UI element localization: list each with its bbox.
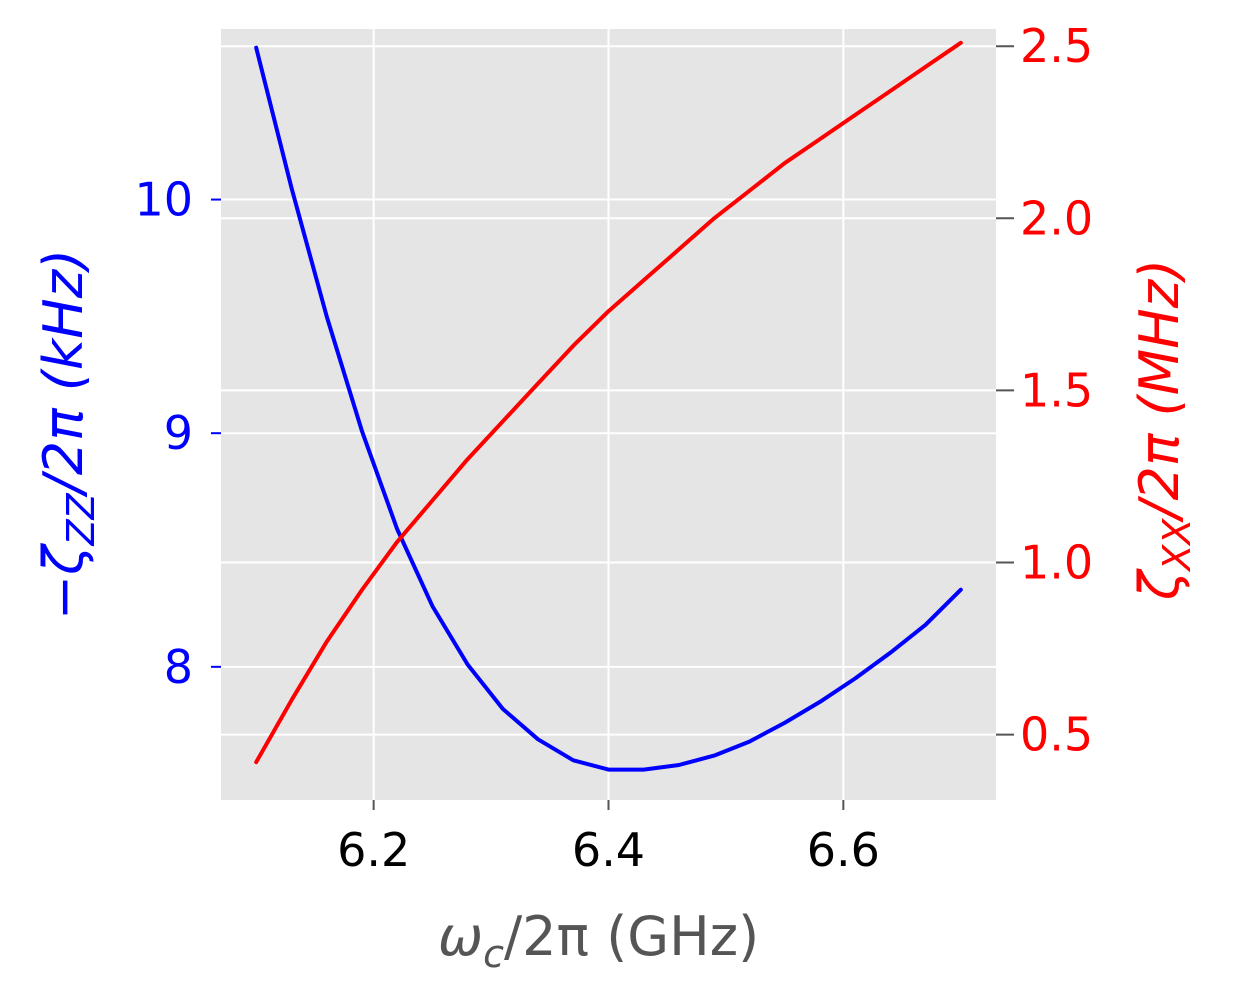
left-series-line xyxy=(254,45,963,772)
x-axis-label: ωc/2π (GHz) xyxy=(438,905,759,976)
left-axis-label-prefix: −ζ xyxy=(32,543,95,620)
ticks-layer: 6.2 6.4 6.6 8 9 10 0.5 1.0 1.5 2.0 2.5 xyxy=(134,19,1093,877)
right-axis-label-rest: /2π (MHz) xyxy=(1128,259,1191,523)
left-axis-label-rest: /2π (kHz) xyxy=(32,249,95,498)
right-tick-label: 2.0 xyxy=(1020,191,1093,245)
left-tick-label: 10 xyxy=(134,173,193,227)
right-tick-label: 0.5 xyxy=(1020,708,1093,762)
left-axis-label-sub: ZZ xyxy=(59,492,103,546)
right-axis-label-sub: XX xyxy=(1155,518,1199,573)
right-tick-label: 1.0 xyxy=(1020,536,1093,590)
x-tick-label: 6.2 xyxy=(337,823,410,877)
x-axis-label-rest: /2π (GHz) xyxy=(504,905,759,968)
right-axis-label: ζXX/2π (MHz) xyxy=(1128,259,1199,601)
series-layer xyxy=(254,40,963,772)
left-axis-label: −ζZZ/2π (kHz) xyxy=(32,249,103,620)
left-tick-label: 9 xyxy=(164,406,193,460)
right-axis-label-prefix: ζ xyxy=(1128,568,1191,601)
right-tick-label: 2.5 xyxy=(1020,19,1093,73)
right-series-line xyxy=(254,40,963,765)
left-tick-label: 8 xyxy=(164,640,193,694)
right-tick-label: 1.5 xyxy=(1020,363,1093,417)
x-tick-label: 6.6 xyxy=(807,823,880,877)
x-axis-label-main: ω xyxy=(438,905,483,968)
x-tick-label: 6.4 xyxy=(572,823,645,877)
x-axis-label-sub: c xyxy=(483,932,504,976)
